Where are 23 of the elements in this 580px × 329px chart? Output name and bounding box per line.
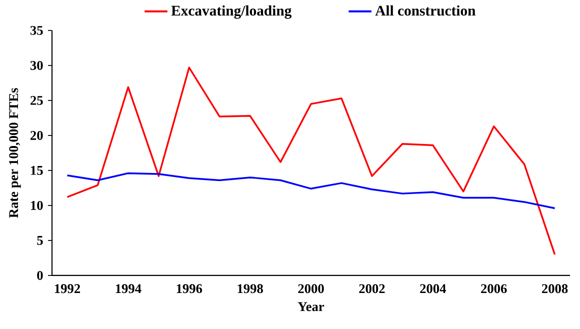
y-tick-label: 5 [37, 236, 43, 245]
y-tick-label: 15 [31, 166, 43, 175]
x-tick-label: 1998 [238, 284, 263, 293]
legend-label: All construction [375, 5, 476, 16]
x-tick-label: 1996 [176, 284, 202, 293]
y-axis-title: Rate per 100,000 FTEs [9, 88, 21, 218]
x-tick-label: 2008 [542, 284, 568, 293]
y-tick-label: 35 [30, 26, 43, 35]
x-axis-title: Year [298, 302, 324, 311]
legend-label: Excavating/loading [171, 5, 292, 19]
x-tick-label: 2000 [298, 284, 324, 293]
y-tick-label: 25 [30, 96, 43, 105]
y-tick-label: 20 [30, 130, 43, 140]
y-tick-label: 10 [31, 200, 43, 210]
x-tick-label: 2006 [481, 284, 507, 293]
y-tick-label: 0 [37, 270, 43, 280]
y-tick-label: 30 [30, 60, 43, 70]
x-tick-label: 2004 [420, 284, 446, 293]
line-series [66, 66, 556, 256]
x-tick-label: 1992 [54, 284, 80, 293]
x-tick-label: 2002 [359, 284, 385, 293]
line-series [66, 172, 556, 209]
x-tick-label: 1994 [116, 284, 142, 293]
